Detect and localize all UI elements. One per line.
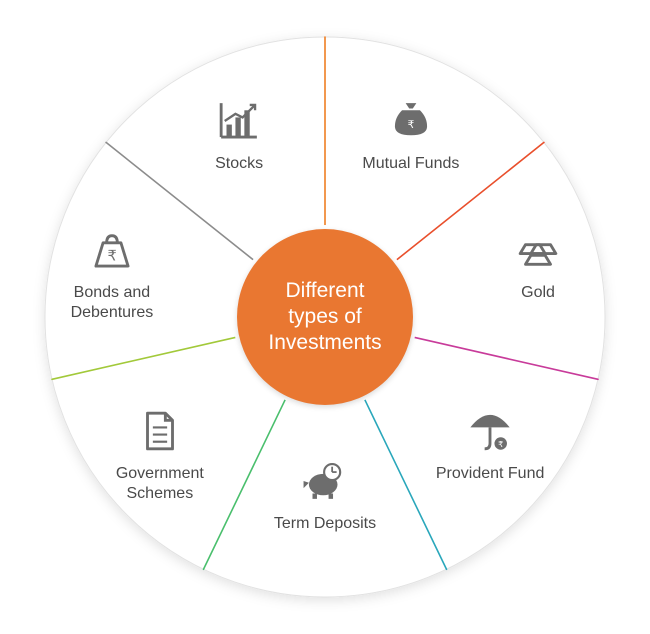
umbrella-bag-icon: ₹ <box>465 406 515 456</box>
segment-label: Term Deposits <box>255 514 395 534</box>
document-icon <box>135 406 185 456</box>
bar-chart-up-icon <box>214 96 264 146</box>
segment-label: Mutual Funds <box>341 154 481 174</box>
segment-label: Provident Fund <box>420 464 560 484</box>
investment-wheel: Different types of Investments ₹ Mutual F… <box>0 0 650 634</box>
svg-text:₹: ₹ <box>407 119 414 131</box>
segment-label: Gold <box>468 283 608 303</box>
hub-circle: Different types of Investments <box>237 229 413 405</box>
weight-rupee-icon: ₹ <box>87 225 137 275</box>
segment-label: Government Schemes <box>90 464 230 504</box>
piggy-clock-icon <box>300 456 350 506</box>
segment-label: Bonds and Debentures <box>42 283 182 323</box>
gold-bars-icon <box>513 225 563 275</box>
svg-text:₹: ₹ <box>107 249 116 265</box>
money-bag-icon: ₹ <box>386 96 436 146</box>
segment-label: Stocks <box>169 154 309 174</box>
svg-text:₹: ₹ <box>498 440 503 449</box>
hub-text: Different types of Investments <box>256 278 393 357</box>
